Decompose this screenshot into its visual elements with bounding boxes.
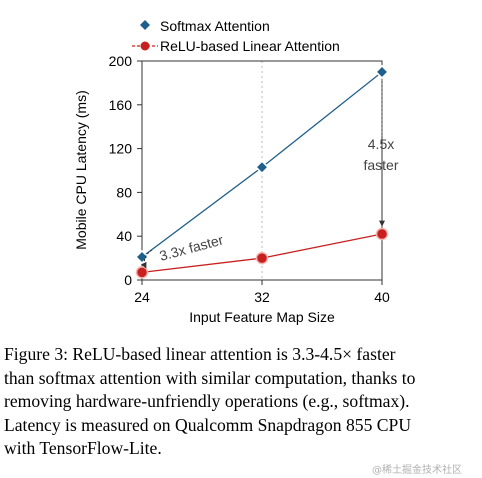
softmax-point <box>374 64 390 80</box>
legend-relu: ReLU-based Linear Attention <box>132 38 340 54</box>
annotation-4-5x: 4.5x faster <box>363 79 399 227</box>
annotation-4-5x-line2: faster <box>363 157 398 173</box>
legend-circle-marker <box>140 41 150 51</box>
x-axis: 24 32 40 <box>134 280 390 305</box>
y-tick-label: 160 <box>109 97 133 113</box>
caption-line-3: removing hardware-unfriendly operations … <box>4 391 410 411</box>
caption-line-4: Latency is measured on Qualcomm Snapdrag… <box>4 414 412 435</box>
annotation-3-3x-arrow <box>141 249 153 269</box>
relu-point <box>135 266 149 279</box>
x-tick-label: 40 <box>374 289 390 305</box>
softmax-point <box>254 160 270 175</box>
legend: Softmax Attention ReLU-based Linear Atte… <box>132 18 340 54</box>
caption-line-2: than softmax attention with similar comp… <box>4 367 416 388</box>
legend-relu-label: ReLU-based Linear Attention <box>160 38 340 54</box>
x-tick-label: 32 <box>254 289 270 305</box>
caption-line-1: Figure 3: ReLU-based linear attention is… <box>4 344 396 364</box>
legend-softmax: Softmax Attention <box>140 18 270 34</box>
x-tick-label: 24 <box>134 289 150 305</box>
annotation-3-3x: 3.3x faster <box>141 231 226 269</box>
softmax-point <box>134 249 150 265</box>
y-tick-label: 0 <box>124 272 132 288</box>
figure-caption: Figure 3: ReLU-based linear attention is… <box>4 343 476 461</box>
y-tick-label: 80 <box>116 184 132 200</box>
relu-point <box>255 251 269 265</box>
y-tick-label: 200 <box>109 53 133 69</box>
watermark: @稀土掘金技术社区 <box>372 465 462 476</box>
x-axis-label: Input Feature Map Size <box>189 309 335 325</box>
caption-line-5: with TensorFlow-Lite. <box>4 438 162 458</box>
annotation-3-3x-text: 3.3x faster <box>158 231 226 263</box>
legend-diamond-marker <box>140 20 150 30</box>
y-tick-label: 120 <box>109 141 133 157</box>
y-axis: 0 40 80 120 160 200 <box>109 53 142 288</box>
legend-softmax-label: Softmax Attention <box>160 18 270 34</box>
latency-chart: Softmax Attention ReLU-based Linear Atte… <box>73 18 399 325</box>
annotation-4-5x-line1: 4.5x <box>368 136 394 152</box>
y-tick-label: 40 <box>116 228 132 244</box>
relu-point <box>375 227 389 241</box>
y-axis-label: Mobile CPU Latency (ms) <box>73 90 89 250</box>
